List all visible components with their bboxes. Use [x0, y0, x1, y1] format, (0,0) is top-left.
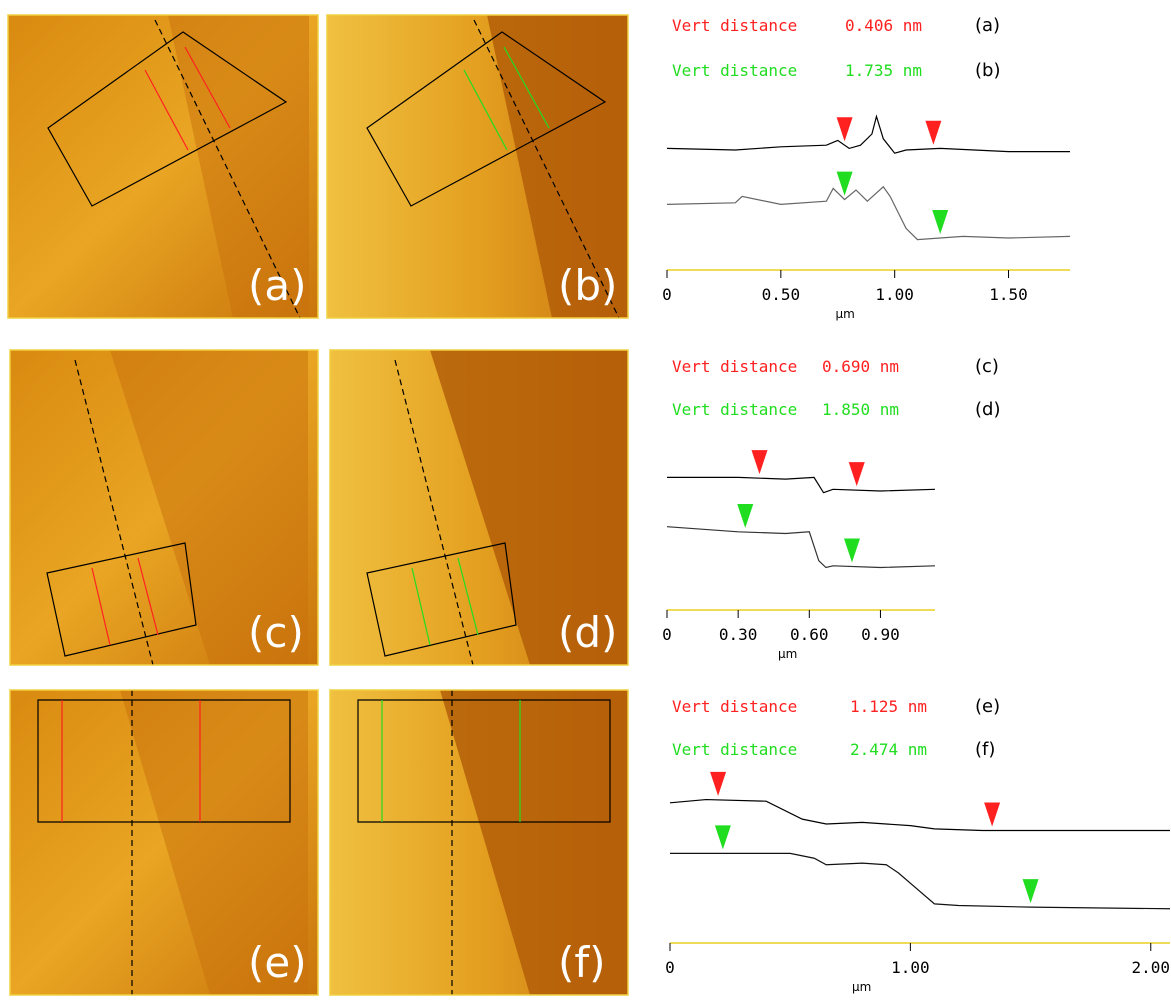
measurement-text: Vert distance: [672, 61, 797, 80]
scan-box: [366, 31, 607, 207]
cursor-marker: [737, 504, 754, 529]
cursor-marker: [843, 538, 860, 563]
cursor-marker: [932, 210, 949, 234]
afm-image: (c): [9, 349, 319, 666]
afm-image: (d): [329, 349, 629, 666]
measurement-text: Vert distance: [672, 400, 797, 419]
x-axis-label: µm: [836, 307, 855, 321]
cursor-marker: [714, 825, 731, 850]
cursor-marker: [751, 450, 768, 475]
cursor-marker: [984, 802, 1001, 827]
scan-box: [37, 699, 291, 823]
cursor-marker: [836, 117, 853, 142]
cursor-marker: [710, 771, 727, 796]
profile-line: [463, 69, 508, 151]
image-label: (b): [558, 261, 617, 310]
cursor-marker: [1022, 879, 1039, 904]
measurement-text: Vert distance: [672, 16, 797, 35]
image-border: [329, 689, 629, 996]
profile-trace: [666, 185, 1071, 241]
scan-box: [357, 699, 611, 823]
measurement-value: 1.125 nm: [850, 697, 927, 716]
image-label: (f): [558, 938, 606, 987]
x-tick-label: 1.00: [891, 958, 930, 977]
measurement-label: (e): [975, 696, 1000, 717]
profile-line: [457, 557, 479, 636]
profile-line: [411, 567, 431, 646]
profile-line: [137, 557, 159, 636]
dashed-line: [394, 359, 474, 666]
dashed-line: [74, 359, 154, 666]
x-tick-label: 0.90: [861, 625, 900, 644]
image-region: [430, 350, 628, 665]
profile-line: [503, 46, 550, 129]
measurement-value: 1.850 nm: [822, 400, 899, 419]
afm-image: (e): [9, 689, 319, 996]
image-label: (e): [248, 938, 307, 987]
x-tick-label: 0: [662, 285, 672, 304]
image-region: [487, 15, 628, 318]
measurement-label: (a): [975, 15, 1000, 36]
profile-trace: [667, 476, 936, 494]
image-border: [326, 14, 629, 319]
cursor-marker: [925, 120, 942, 145]
x-tick-label: 0.30: [719, 625, 758, 644]
x-tick-label: 0.50: [762, 285, 801, 304]
image-region: [110, 350, 308, 665]
dashed-line: [473, 19, 620, 319]
image-border: [9, 349, 319, 666]
x-tick-label: 1.00: [875, 285, 914, 304]
cursor-marker: [848, 462, 865, 487]
measurement-label: (d): [975, 399, 1000, 420]
image-border: [7, 14, 319, 319]
measurement-label: (c): [975, 356, 999, 377]
image-label: (a): [248, 261, 307, 310]
x-tick-label: 0: [665, 958, 675, 977]
profile-trace: [666, 114, 1070, 154]
image-region: [120, 690, 308, 995]
measurement-value: 0.406 nm: [845, 16, 922, 35]
dashed-line: [154, 19, 301, 319]
image-region: [440, 690, 628, 995]
measurement-value: 1.735 nm: [845, 61, 922, 80]
image-label: (d): [558, 608, 617, 657]
measurement-text: Vert distance: [672, 740, 797, 759]
cursor-marker: [836, 171, 853, 196]
scan-box: [366, 542, 517, 657]
profile-trace: [666, 526, 936, 569]
x-axis-label: µm: [778, 647, 797, 661]
scan-box: [46, 542, 197, 657]
measurement-label: (b): [975, 60, 1000, 81]
image-border: [9, 689, 319, 996]
x-tick-label: 0: [662, 625, 672, 644]
x-tick-label: 2.00: [1132, 958, 1171, 977]
measurement-text: Vert distance: [672, 357, 797, 376]
afm-image: (a): [7, 14, 319, 319]
x-tick-label: 1.50: [989, 285, 1028, 304]
image-region: [168, 15, 309, 318]
afm-image: (f): [329, 689, 629, 996]
image-label: (c): [248, 608, 304, 657]
profile-line: [184, 46, 231, 129]
measurement-text: Vert distance: [672, 697, 797, 716]
x-tick-label: 0.60: [790, 625, 829, 644]
image-border: [329, 349, 629, 666]
profile-trace: [669, 798, 1170, 832]
profile-line: [144, 69, 189, 151]
afm-image: (b): [326, 14, 629, 319]
profile-line: [91, 567, 111, 646]
profile-trace: [670, 852, 1171, 910]
measurement-label: (f): [975, 739, 995, 760]
scan-box: [47, 31, 288, 207]
measurement-value: 0.690 nm: [822, 357, 899, 376]
measurement-value: 2.474 nm: [850, 740, 927, 759]
x-axis-label: µm: [852, 980, 871, 994]
